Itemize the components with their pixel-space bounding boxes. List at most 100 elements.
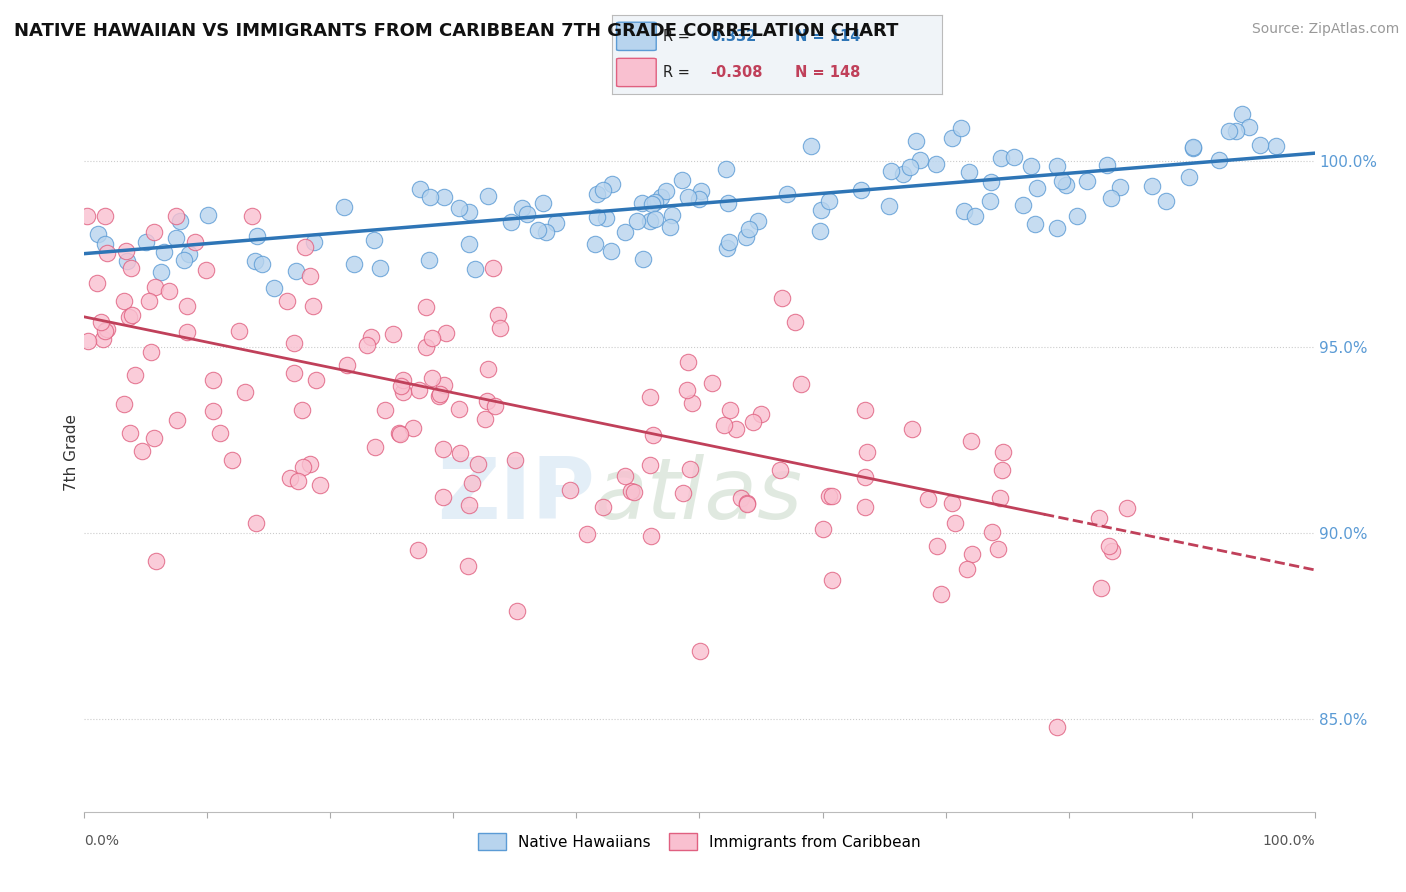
Point [1019, 159, 1042, 173]
Point [742, 415, 765, 429]
Point [1249, 138, 1271, 153]
Point [880, 164, 903, 178]
Point [434, 326, 457, 340]
Point [855, 445, 877, 459]
Point [688, 192, 710, 206]
Point [641, 197, 664, 211]
Point [503, 453, 526, 467]
Point [1095, 158, 1118, 172]
Point [614, 225, 637, 239]
Point [76, 210, 98, 224]
Point [689, 644, 711, 658]
Point [560, 483, 582, 498]
Point [981, 524, 1004, 539]
Point [115, 254, 138, 268]
Text: R =: R = [662, 65, 690, 80]
Legend: Native Hawaiians, Immigrants from Caribbean: Native Hawaiians, Immigrants from Caribb… [474, 829, 925, 855]
Point [93, 324, 115, 338]
Point [118, 310, 141, 324]
Point [655, 184, 678, 198]
Point [643, 428, 665, 442]
Point [681, 396, 703, 410]
Point [368, 261, 391, 276]
Point [747, 213, 769, 227]
Point [1046, 220, 1069, 235]
Point [301, 299, 323, 313]
Point [243, 253, 266, 268]
FancyBboxPatch shape [617, 58, 657, 87]
Point [718, 403, 741, 417]
Point [475, 393, 498, 408]
Point [415, 340, 437, 354]
Point [460, 475, 482, 490]
Point [1087, 511, 1109, 525]
Point [250, 257, 273, 271]
Point [382, 326, 405, 341]
Point [1264, 139, 1286, 153]
Point [360, 330, 382, 344]
Point [586, 187, 609, 202]
Point [209, 426, 232, 441]
Point [408, 383, 430, 397]
Point [917, 491, 939, 506]
Point [145, 554, 167, 568]
Point [165, 210, 187, 224]
Point [817, 489, 839, 503]
Point [201, 372, 224, 386]
Point [751, 407, 773, 421]
Point [1237, 120, 1260, 135]
Point [141, 345, 163, 359]
Point [700, 376, 723, 390]
Point [90, 315, 112, 329]
Point [1066, 210, 1088, 224]
Text: Source: ZipAtlas.com: Source: ZipAtlas.com [1251, 22, 1399, 37]
Point [672, 486, 695, 500]
Point [1046, 160, 1069, 174]
Point [1181, 139, 1204, 153]
Point [638, 458, 661, 472]
Point [415, 300, 437, 314]
Text: 0.332: 0.332 [710, 29, 756, 44]
Point [142, 225, 165, 239]
Point [135, 235, 157, 249]
Point [713, 417, 735, 432]
Point [477, 361, 499, 376]
Point [240, 210, 263, 224]
Point [392, 373, 415, 387]
Point [717, 235, 740, 249]
Point [980, 175, 1002, 189]
Point [474, 411, 496, 425]
Point [789, 377, 811, 392]
Point [735, 495, 758, 509]
Point [1116, 501, 1139, 516]
Point [599, 244, 621, 258]
Point [433, 190, 456, 204]
Point [363, 440, 385, 454]
Point [785, 314, 807, 328]
Point [800, 139, 823, 153]
Point [124, 368, 146, 383]
Y-axis label: 7th Grade: 7th Grade [63, 414, 79, 491]
Point [432, 490, 454, 504]
Point [1054, 178, 1077, 193]
Point [447, 202, 470, 216]
Point [676, 355, 699, 369]
Point [1002, 150, 1025, 164]
Point [235, 384, 257, 399]
Point [716, 162, 738, 177]
Point [592, 183, 614, 197]
Text: 100.0%: 100.0% [1263, 834, 1315, 848]
Point [389, 379, 412, 393]
Point [195, 262, 218, 277]
Point [488, 321, 510, 335]
FancyBboxPatch shape [617, 22, 657, 51]
Point [343, 257, 366, 271]
Point [86, 276, 108, 290]
Point [477, 188, 499, 202]
Point [1024, 217, 1046, 231]
Point [302, 235, 325, 249]
Point [392, 384, 415, 399]
Point [332, 200, 354, 214]
Point [725, 422, 748, 436]
Point [821, 489, 844, 503]
